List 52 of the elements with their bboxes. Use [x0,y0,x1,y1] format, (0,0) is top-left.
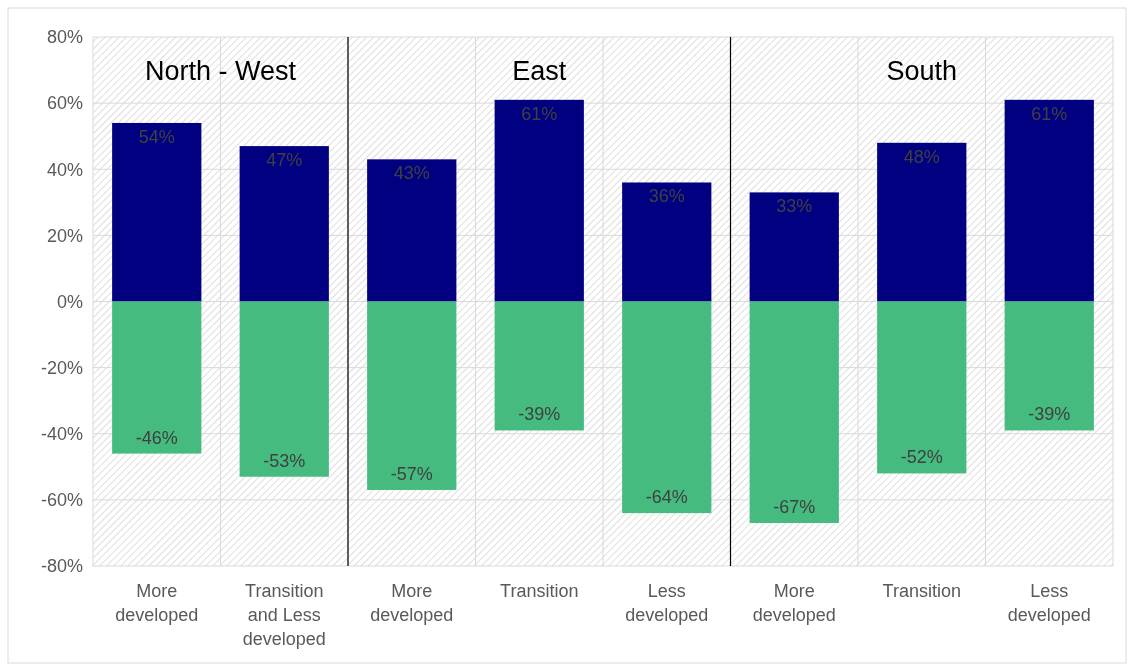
annotation: East [512,56,567,86]
y-tick-label: -40% [40,424,83,445]
bar [367,159,457,302]
data-label: -39% [1028,404,1071,425]
x-tick-label: More developed [752,581,836,625]
bar [749,301,839,524]
bar [622,182,712,302]
y-tick-label: -80% [40,556,83,577]
bar [239,146,329,302]
bar [112,122,202,302]
bar [622,301,712,514]
annotation: South [886,56,958,86]
data-label: -57% [390,463,433,484]
data-label: -52% [900,447,943,468]
y-tick-label: -60% [40,490,83,511]
bar [112,301,202,454]
y-tick-label: -20% [40,357,83,378]
x-tick-label: More developed [115,581,199,625]
bar [239,301,329,477]
x-tick-label: Transition [882,581,961,601]
bar [367,301,457,490]
x-tick-label: Transition and Less developed [242,581,326,649]
bar [877,301,967,474]
data-label: 33% [776,196,813,217]
bar [877,142,967,302]
data-label: -39% [518,404,561,425]
data-label: -53% [263,450,306,471]
data-label: 61% [1031,103,1068,124]
x-tick-label: Less developed [1007,581,1091,625]
bar [494,301,584,431]
data-label: 43% [393,163,430,184]
y-tick-label: 60% [46,93,83,114]
bar [494,99,584,302]
data-label: 36% [648,186,685,207]
data-label: -46% [135,427,178,448]
bar [749,192,839,302]
bar [1004,301,1094,431]
data-label: -64% [645,487,688,508]
data-label: 48% [903,146,940,167]
x-tick-label: More developed [370,581,454,625]
x-tick-label: Transition [500,581,579,601]
data-label: -67% [773,497,816,518]
bar [1004,99,1094,302]
x-tick-label: Less developed [625,581,709,625]
data-label: 54% [138,126,175,147]
data-label: 47% [266,150,303,171]
annotation: North - West [144,56,297,86]
data-label: 61% [521,103,558,124]
y-tick-label: 0% [56,291,83,312]
y-tick-label: 40% [46,159,83,180]
y-tick-label: 80% [46,27,83,48]
y-tick-label: 20% [46,225,83,246]
